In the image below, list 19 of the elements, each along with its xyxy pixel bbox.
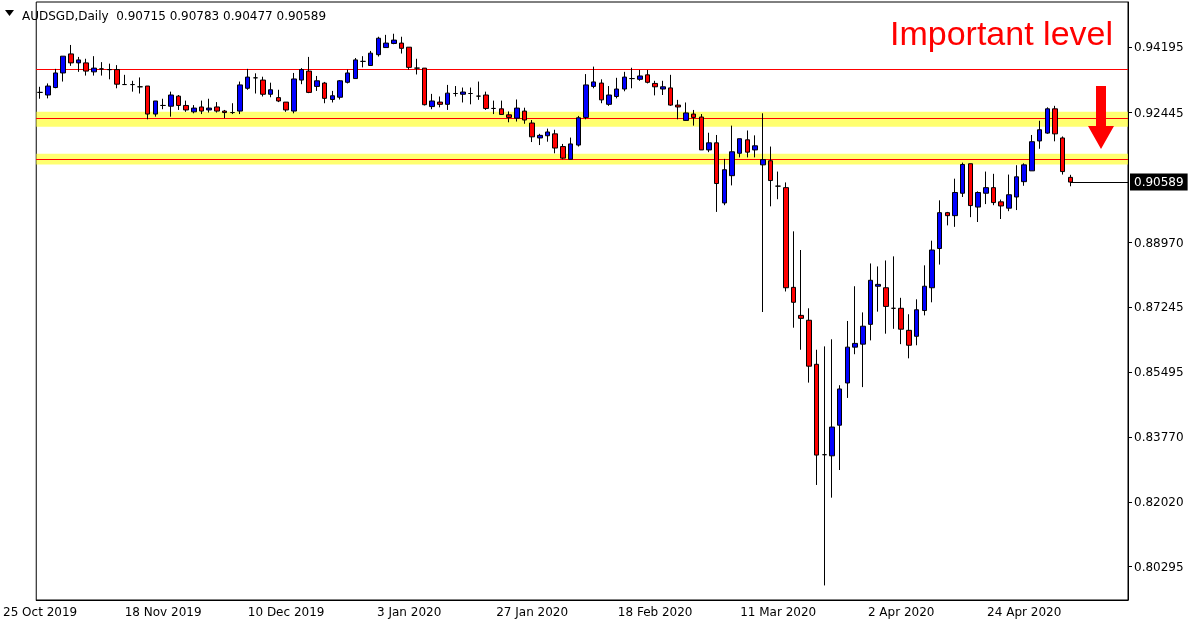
x-tick-label: 18 Feb 2020: [617, 605, 693, 619]
y-tick-label: 0.88970: [1134, 235, 1184, 250]
x-tick-label: 11 Mar 2020: [740, 605, 817, 619]
x-tick-label: 18 Nov 2019: [124, 605, 202, 619]
x-tick-label: 24 Apr 2020: [987, 605, 1062, 619]
y-tick-label: 0.87245: [1134, 299, 1184, 314]
x-tick-label: 2 Apr 2020: [867, 605, 935, 619]
ref-line-label: 0.90589: [1134, 175, 1184, 190]
y-tick-label: 0.85495: [1134, 365, 1184, 380]
y-tick-label: 0.82020: [1134, 495, 1184, 510]
x-tick-label: 10 Dec 2019: [247, 605, 325, 619]
y-tick-label: 0.83770: [1134, 429, 1184, 444]
x-tick-label: 25 Oct 2019: [3, 605, 78, 619]
y-tick-label: 0.92445: [1134, 105, 1184, 120]
annotation: Important level: [890, 14, 1114, 52]
x-tick-label: 27 Jan 2020: [496, 605, 569, 619]
y-tick-label: 0.80295: [1134, 559, 1184, 574]
x-tick-label: 3 Jan 2020: [376, 605, 442, 619]
y-tick-label: 0.94195: [1134, 40, 1184, 55]
